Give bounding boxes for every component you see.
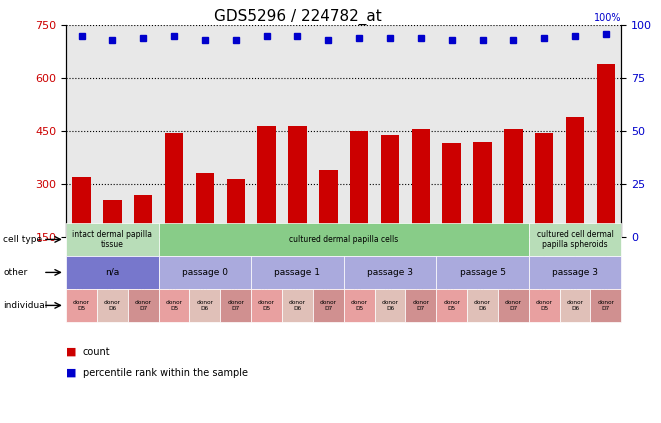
Bar xyxy=(196,173,214,290)
Bar xyxy=(529,256,621,289)
Bar xyxy=(66,256,159,289)
Bar xyxy=(590,289,621,322)
Text: donor
D5: donor D5 xyxy=(73,300,90,311)
Text: passage 0: passage 0 xyxy=(182,268,228,277)
Text: cell type: cell type xyxy=(3,235,42,244)
Text: donor
D6: donor D6 xyxy=(381,300,399,311)
Bar xyxy=(529,289,560,322)
Bar xyxy=(72,177,91,290)
Text: passage 3: passage 3 xyxy=(552,268,598,277)
Bar xyxy=(566,117,584,290)
Text: other: other xyxy=(3,268,28,277)
Bar xyxy=(344,256,436,289)
Bar xyxy=(529,223,621,256)
Bar xyxy=(442,143,461,290)
Text: intact dermal papilla
tissue: intact dermal papilla tissue xyxy=(72,230,153,249)
Text: donor
D7: donor D7 xyxy=(598,300,615,311)
Bar xyxy=(313,289,344,322)
Bar xyxy=(134,195,153,290)
Bar xyxy=(190,289,220,322)
Bar xyxy=(97,289,128,322)
Bar xyxy=(467,289,498,322)
Bar xyxy=(251,289,282,322)
Bar xyxy=(560,289,590,322)
Text: donor
D5: donor D5 xyxy=(165,300,182,311)
Text: donor
D5: donor D5 xyxy=(443,300,460,311)
Text: donor
D6: donor D6 xyxy=(289,300,306,311)
Text: passage 3: passage 3 xyxy=(367,268,413,277)
Bar xyxy=(498,289,529,322)
Bar xyxy=(282,289,313,322)
Text: donor
D6: donor D6 xyxy=(474,300,491,311)
Text: donor
D5: donor D5 xyxy=(350,300,368,311)
Text: count: count xyxy=(83,346,110,357)
Bar xyxy=(227,179,245,290)
Bar xyxy=(381,135,399,290)
Bar xyxy=(473,142,492,290)
Bar xyxy=(504,129,523,290)
Bar xyxy=(535,133,553,290)
Text: donor
D6: donor D6 xyxy=(104,300,121,311)
Text: ■: ■ xyxy=(66,368,80,378)
Bar xyxy=(257,126,276,290)
Bar xyxy=(375,289,405,322)
Text: passage 1: passage 1 xyxy=(274,268,321,277)
Text: individual: individual xyxy=(3,301,48,310)
Bar xyxy=(405,289,436,322)
Bar xyxy=(128,289,159,322)
Bar xyxy=(103,200,122,290)
Bar xyxy=(288,126,307,290)
Text: donor
D5: donor D5 xyxy=(535,300,553,311)
Text: donor
D7: donor D7 xyxy=(320,300,337,311)
Text: donor
D6: donor D6 xyxy=(196,300,214,311)
Bar xyxy=(159,289,190,322)
Text: GDS5296 / 224782_at: GDS5296 / 224782_at xyxy=(214,8,381,25)
Text: donor
D7: donor D7 xyxy=(505,300,522,311)
Text: donor
D7: donor D7 xyxy=(135,300,152,311)
Bar xyxy=(66,223,159,256)
Bar xyxy=(436,289,467,322)
Bar xyxy=(412,129,430,290)
Text: donor
D5: donor D5 xyxy=(258,300,275,311)
Text: donor
D7: donor D7 xyxy=(412,300,430,311)
Text: ■: ■ xyxy=(66,346,80,357)
Bar xyxy=(344,289,375,322)
Text: 100%: 100% xyxy=(594,13,621,23)
Text: percentile rank within the sample: percentile rank within the sample xyxy=(83,368,248,378)
Bar xyxy=(436,256,529,289)
Text: cultured cell dermal
papilla spheroids: cultured cell dermal papilla spheroids xyxy=(537,230,613,249)
Bar xyxy=(159,256,251,289)
Text: passage 5: passage 5 xyxy=(459,268,506,277)
Bar xyxy=(319,170,338,290)
Bar xyxy=(159,223,529,256)
Text: donor
D6: donor D6 xyxy=(566,300,584,311)
Bar xyxy=(597,64,615,290)
Text: cultured dermal papilla cells: cultured dermal papilla cells xyxy=(289,235,399,244)
Text: n/a: n/a xyxy=(105,268,120,277)
Text: donor
D7: donor D7 xyxy=(227,300,245,311)
Bar xyxy=(350,131,368,290)
Bar xyxy=(220,289,251,322)
Bar xyxy=(165,133,183,290)
Bar xyxy=(251,256,344,289)
Bar xyxy=(66,289,97,322)
